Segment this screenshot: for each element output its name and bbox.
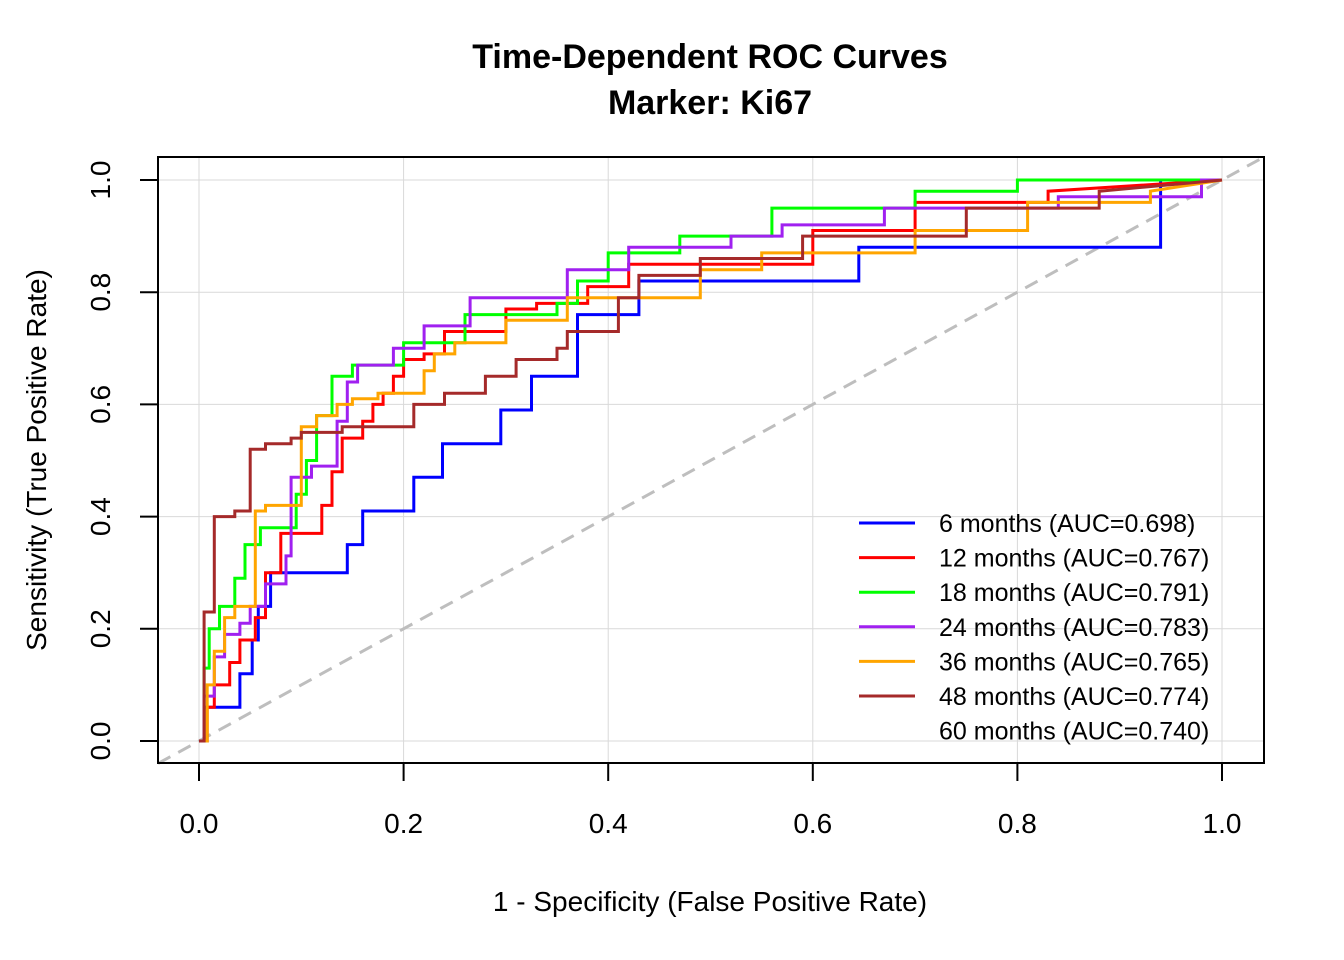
x-tick-label: 0.6 bbox=[793, 808, 832, 839]
roc-curve-series-4 bbox=[199, 178, 1223, 743]
y-tick-label: 0.0 bbox=[85, 722, 116, 761]
legend-label: 6 months (AUC=0.698) bbox=[939, 510, 1195, 538]
y-tick-label: 0.2 bbox=[85, 609, 116, 648]
legend-label: 18 months (AUC=0.791) bbox=[939, 579, 1209, 607]
reference-diagonal-line bbox=[157, 156, 1264, 765]
y-tick-label: 0.8 bbox=[85, 273, 116, 312]
chart-title: Time-Dependent ROC Curves bbox=[472, 38, 947, 76]
roc-curve-series-5 bbox=[199, 178, 1223, 743]
y-tick-label: 1.0 bbox=[85, 161, 116, 200]
y-axis-label: Sensitivity (True Positive Rate) bbox=[21, 269, 52, 651]
x-axis: 0.0 0.2 0.4 0.6 0.8 1.0 bbox=[180, 762, 1242, 839]
y-tick-label: 0.4 bbox=[85, 497, 116, 536]
legend: 6 months (AUC=0.698) 12 months (AUC=0.767… bbox=[859, 510, 1209, 746]
chart-subtitle: Marker: Ki67 bbox=[608, 84, 812, 122]
roc-curve-series-3 bbox=[199, 178, 1222, 743]
legend-label: 12 months (AUC=0.767) bbox=[939, 545, 1209, 573]
y-axis: 0.0 0.2 0.4 0.6 0.8 1.0 bbox=[85, 161, 159, 761]
roc-curve-series-1 bbox=[199, 178, 1223, 743]
x-tick-label: 1.0 bbox=[1203, 808, 1242, 839]
x-tick-label: 0.0 bbox=[180, 808, 219, 839]
x-axis-label: 1 - Specificity (False Positive Rate) bbox=[493, 886, 927, 917]
x-tick-label: 0.4 bbox=[589, 808, 628, 839]
y-tick-label: 0.6 bbox=[85, 385, 116, 424]
x-tick-label: 0.8 bbox=[998, 808, 1037, 839]
legend-label: 36 months (AUC=0.765) bbox=[939, 648, 1209, 676]
legend-label: 60 months (AUC=0.740) bbox=[939, 718, 1209, 746]
roc-curves bbox=[199, 178, 1223, 743]
legend-label: 24 months (AUC=0.783) bbox=[939, 614, 1209, 642]
x-tick-label: 0.2 bbox=[384, 808, 423, 839]
legend-label: 48 months (AUC=0.774) bbox=[939, 683, 1209, 711]
